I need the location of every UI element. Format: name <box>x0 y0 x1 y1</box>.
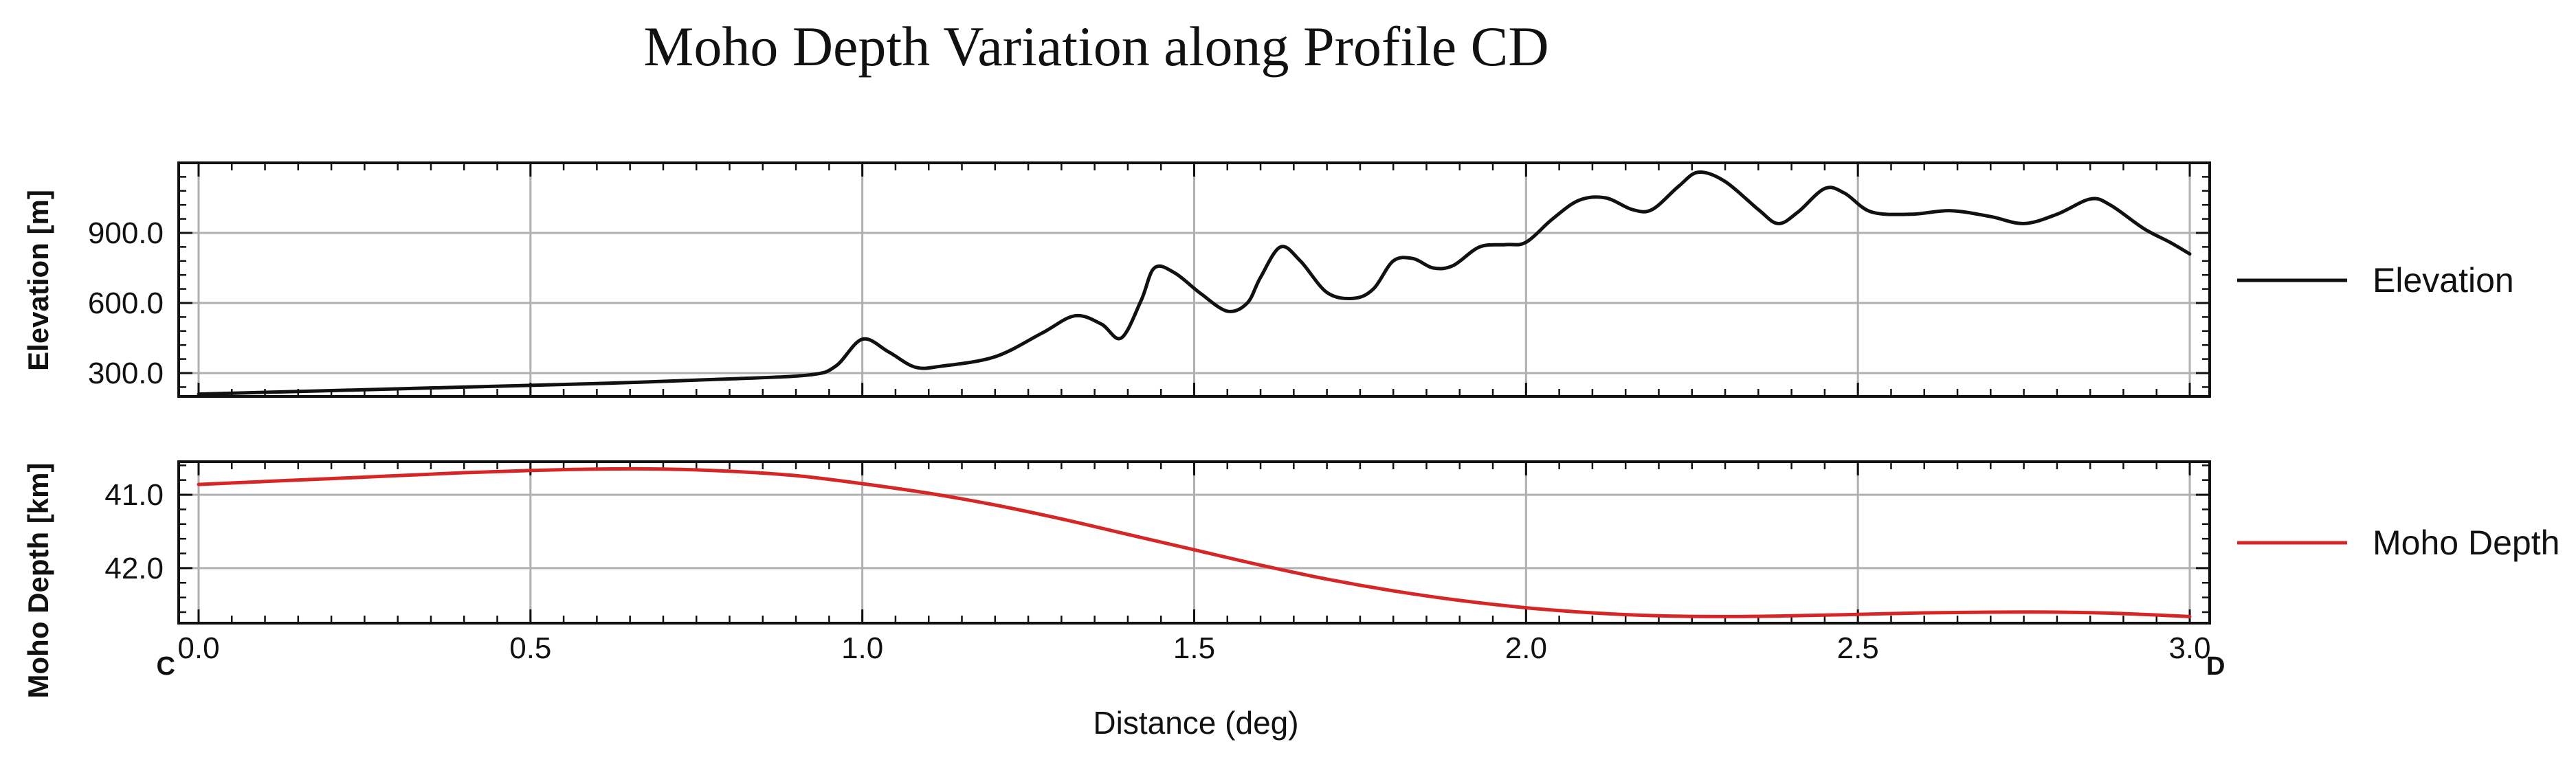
moho-depth-series-line <box>197 467 2192 618</box>
profile-end-label: D <box>2206 652 2225 681</box>
moho-grid <box>179 462 2210 623</box>
y-tick-label: 300.0 <box>88 357 164 390</box>
chart-title: Moho Depth Variation along Profile CD <box>643 15 1548 78</box>
moho-panel: 0.0 0.5 1.0 1.5 2.0 2.5 3.0 41.0 42.0 Moho Depth… <box>22 460 2225 741</box>
x-tick-label: 2.5 <box>1837 631 1879 665</box>
x-tick-label: 0.0 <box>177 631 219 665</box>
x-tick-label: 1.0 <box>841 631 883 665</box>
elevation-legend-label: Elevation <box>2373 261 2514 300</box>
y-tick-label: 41.0 <box>104 478 164 512</box>
elevation-grid <box>179 163 2210 396</box>
moho-ticks: 0.0 0.5 1.0 1.5 2.0 2.5 3.0 41.0 42.0 <box>104 462 2211 665</box>
moho-axes-frame <box>177 460 2211 625</box>
x-tick-label: 2.0 <box>1505 631 1547 665</box>
elevation-panel: 300.0 600.0 900.0 Elevation [m] <box>22 161 2211 398</box>
y-tick-label: 900.0 <box>88 216 164 250</box>
x-axis-label: Distance (deg) <box>1093 705 1298 741</box>
elevation-ticks: 300.0 600.0 900.0 <box>88 161 2210 396</box>
moho-legend: Moho Depth <box>2237 524 2560 562</box>
y-tick-label: 42.0 <box>104 552 164 585</box>
elevation-legend: Elevation <box>2237 261 2514 300</box>
x-tick-label: 0.5 <box>509 631 551 665</box>
y-tick-label: 600.0 <box>88 286 164 320</box>
x-tick-label: 3.0 <box>2168 631 2210 665</box>
elevation-axis-label: Elevation [m] <box>22 190 54 371</box>
elevation-series-line <box>197 170 2192 396</box>
moho-axis-label: Moho Depth [km] <box>22 463 54 699</box>
elevation-axes-frame <box>177 161 2211 398</box>
moho-legend-label: Moho Depth <box>2373 524 2560 562</box>
x-tick-label: 1.5 <box>1173 631 1215 665</box>
profile-start-label: C <box>157 652 175 681</box>
